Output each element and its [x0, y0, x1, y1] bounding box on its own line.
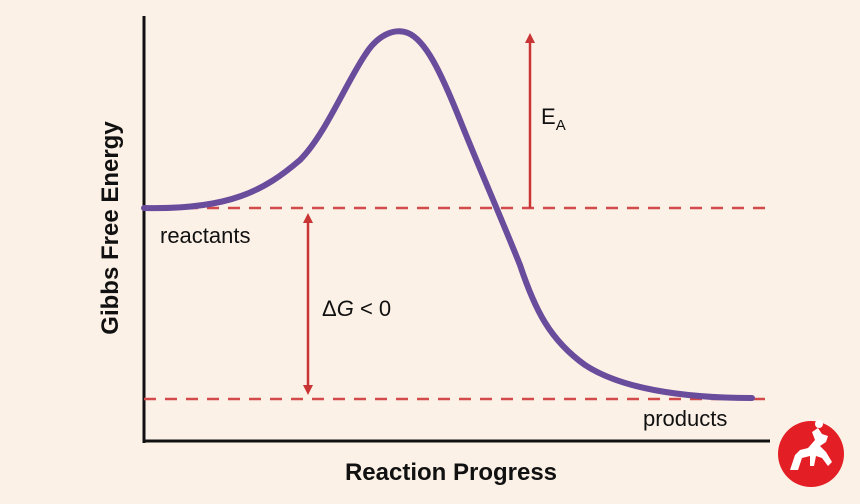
x-axis-title: Reaction Progress [345, 459, 557, 486]
activation-energy-label: EA [541, 104, 566, 134]
products-label: products [643, 406, 727, 431]
reactants-label: reactants [160, 223, 251, 248]
horse-rider-logo-icon [778, 420, 844, 487]
delta-g-label: ΔG < 0 [322, 296, 391, 321]
energy-curve [141, 28, 755, 401]
y-axis-title: Gibbs Free Energy [97, 121, 124, 335]
